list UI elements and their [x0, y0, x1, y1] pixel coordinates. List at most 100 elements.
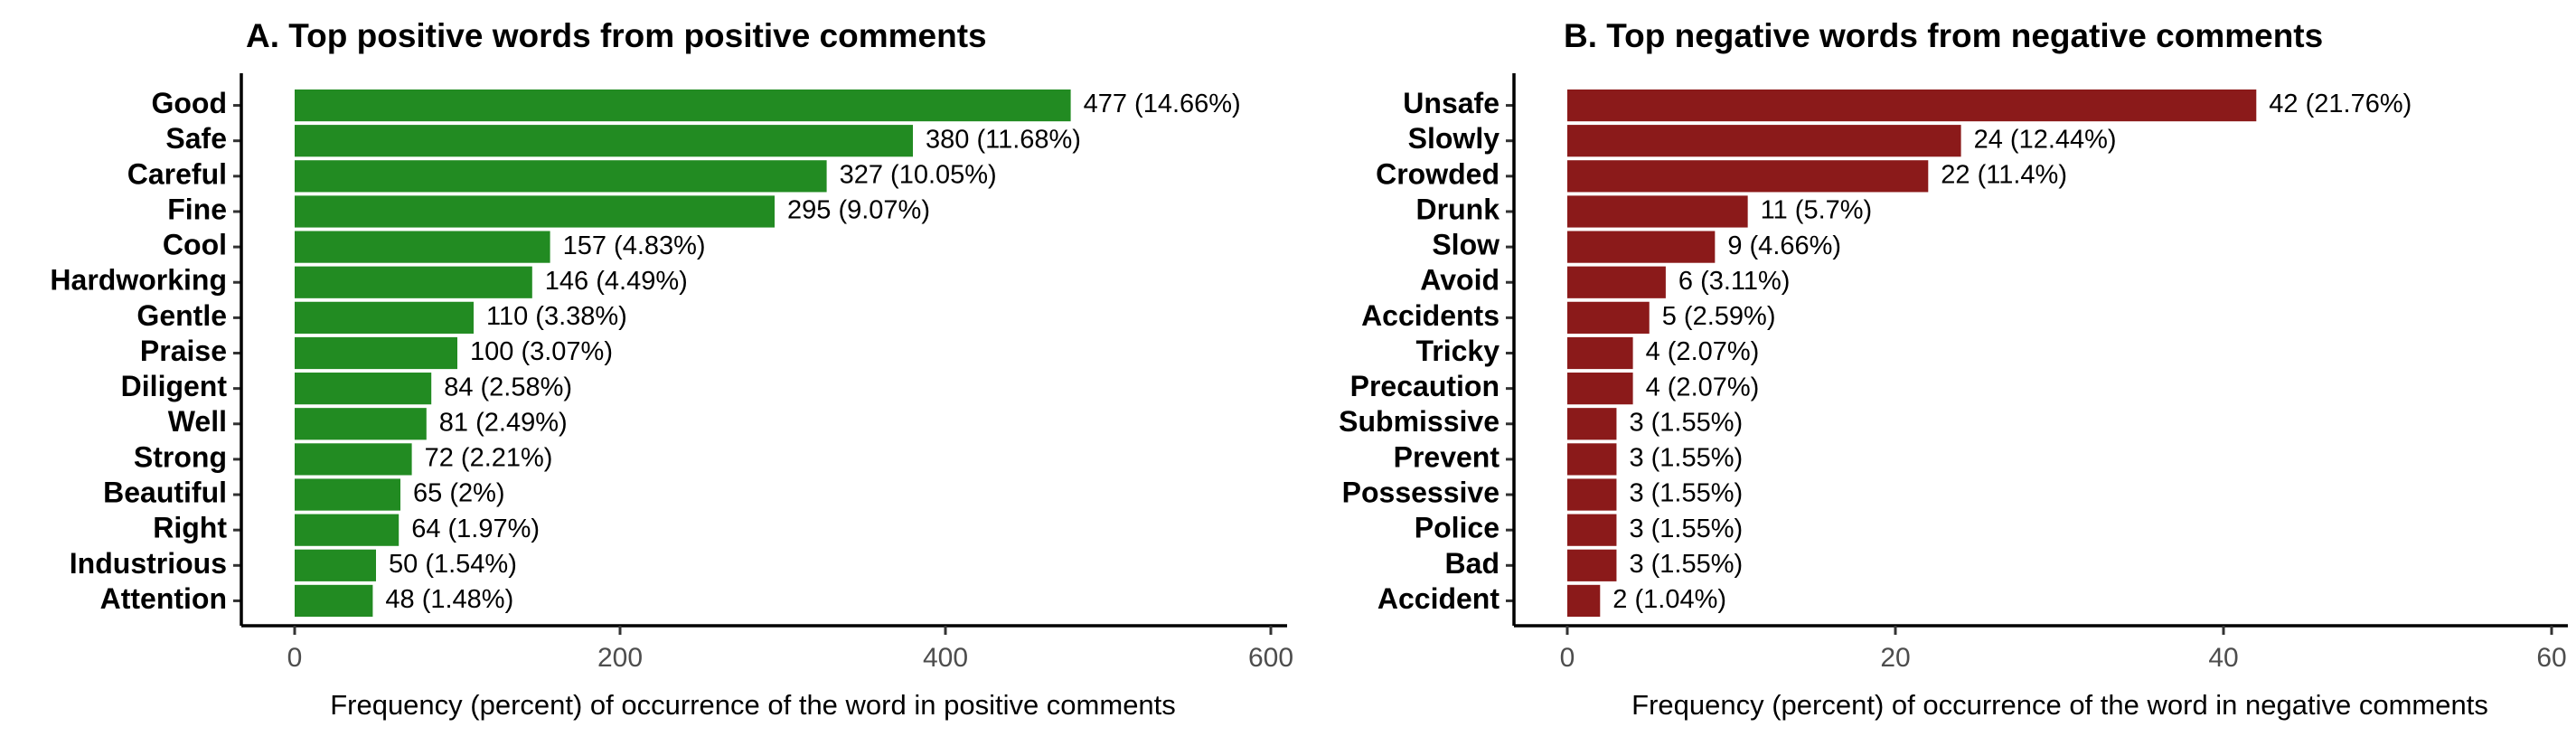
category-label: Beautiful [103, 476, 227, 508]
data-label: 11 (5.7%) [1761, 196, 1873, 225]
x-tick-label: 60 [2536, 643, 2566, 673]
category-label: Diligent [121, 370, 228, 402]
bar-fine [295, 195, 775, 228]
chart-title: B. Top negative words from negative comm… [1564, 17, 2323, 54]
panel-positive-words: A. Top positive words from positive comm… [50, 17, 1293, 721]
data-label: 100 (3.07%) [470, 337, 613, 366]
data-label: 3 (1.55%) [1629, 479, 1743, 508]
category-label: Drunk [1416, 193, 1500, 225]
data-label: 327 (10.05%) [840, 160, 997, 189]
data-label: 50 (1.54%) [389, 550, 517, 579]
bar-good [295, 89, 1071, 122]
data-label: 3 (1.55%) [1629, 550, 1743, 579]
category-label: Right [153, 512, 227, 544]
category-label: Accident [1377, 582, 1500, 615]
data-label: 146 (4.49%) [545, 267, 688, 296]
category-label: Police [1415, 512, 1500, 544]
data-label: 110 (3.38%) [486, 302, 627, 331]
bar-slow [1567, 231, 1716, 263]
category-label: Industrious [70, 547, 227, 580]
category-label: Slowly [1408, 122, 1500, 155]
bar-industrious [295, 549, 376, 581]
data-label: 65 (2%) [413, 479, 505, 508]
chart-title: A. Top positive words from positive comm… [246, 17, 987, 54]
x-tick-label: 20 [1880, 643, 1910, 673]
category-label: Possessive [1342, 476, 1500, 508]
data-label: 3 (1.55%) [1629, 515, 1743, 543]
bar-cool [295, 231, 550, 263]
category-label: Hardworking [50, 264, 227, 297]
data-label: 3 (1.55%) [1629, 408, 1743, 437]
category-label: Avoid [1420, 264, 1500, 297]
data-label: 48 (1.48%) [385, 585, 513, 614]
category-label: Crowded [1376, 157, 1500, 190]
bar-prevent [1567, 443, 1617, 476]
category-label: Cool [163, 229, 227, 261]
bar-tricky [1567, 336, 1633, 370]
bar-gentle [295, 301, 474, 334]
category-label: Safe [165, 122, 227, 155]
category-label: Gentle [136, 299, 227, 332]
data-label: 22 (11.4%) [1941, 160, 2067, 189]
category-label: Accidents [1361, 299, 1500, 332]
x-tick-label: 0 [1560, 643, 1575, 673]
x-tick-label: 40 [2208, 643, 2238, 673]
category-label: Prevent [1394, 440, 1500, 473]
bar-possessive [1567, 478, 1617, 511]
data-label: 84 (2.58%) [444, 373, 572, 401]
panel-negative-words: B. Top negative words from negative comm… [1339, 17, 2568, 721]
category-label: Praise [140, 335, 227, 367]
data-label: 157 (4.83%) [563, 231, 706, 260]
data-label: 295 (9.07%) [787, 196, 930, 225]
data-label: 380 (11.68%) [926, 125, 1081, 154]
data-label: 9 (4.66%) [1727, 231, 1841, 260]
x-tick-label: 200 [597, 643, 643, 673]
bar-accidents [1567, 301, 1650, 334]
data-label: 72 (2.21%) [425, 444, 553, 473]
category-label: Submissive [1339, 405, 1500, 438]
category-label: Well [168, 405, 227, 438]
bar-submissive [1567, 408, 1617, 440]
category-label: Slow [1432, 229, 1500, 261]
category-label: Strong [134, 440, 227, 473]
bar-police [1567, 514, 1617, 546]
category-label: Attention [100, 582, 227, 615]
bar-crowded [1567, 160, 1929, 193]
category-label: Bad [1445, 547, 1500, 580]
data-label: 81 (2.49%) [439, 408, 568, 437]
bar-unsafe [1567, 89, 2257, 122]
bar-slowly [1567, 125, 1961, 157]
category-label: Good [151, 87, 227, 119]
data-label: 5 (2.59%) [1662, 302, 1776, 331]
data-label: 64 (1.97%) [411, 515, 540, 543]
bar-well [295, 408, 427, 440]
x-tick-label: 0 [287, 643, 303, 673]
data-label: 42 (21.76%) [2269, 90, 2411, 118]
bar-strong [295, 443, 412, 476]
bar-safe [295, 125, 913, 157]
data-label: 2 (1.04%) [1612, 585, 1726, 614]
data-label: 6 (3.11%) [1678, 267, 1791, 296]
bar-careful [295, 160, 827, 193]
bar-beautiful [295, 478, 400, 511]
bar-drunk [1567, 195, 1748, 228]
category-label: Careful [127, 157, 227, 190]
bar-diligent [295, 373, 432, 405]
bar-precaution [1567, 373, 1633, 405]
data-label: 24 (12.44%) [1974, 125, 2117, 154]
bar-accident [1567, 584, 1601, 618]
category-label: Fine [167, 193, 227, 225]
x-axis-title: Frequency (percent) of occurrence of the… [330, 689, 1176, 721]
bar-bad [1567, 549, 1617, 581]
bar-praise [295, 336, 457, 370]
data-label: 4 (2.07%) [1646, 373, 1760, 401]
category-label: Tricky [1415, 335, 1500, 367]
category-label: Precaution [1350, 370, 1500, 402]
bar-attention [295, 584, 373, 618]
bar-avoid [1567, 266, 1666, 298]
category-label: Unsafe [1403, 87, 1500, 119]
x-tick-label: 600 [1248, 643, 1293, 673]
x-tick-label: 400 [923, 643, 968, 673]
x-axis-title: Frequency (percent) of occurrence of the… [1631, 689, 2488, 721]
